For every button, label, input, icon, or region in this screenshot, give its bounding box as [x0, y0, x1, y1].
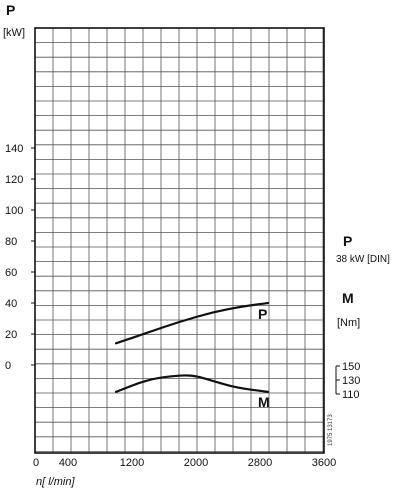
x-axis-unit: n[ l/min]: [36, 476, 75, 488]
x-tick-label: 2800: [248, 457, 272, 469]
archive-stamp: 1975 13173: [328, 414, 334, 446]
chart-labels: P [kW] n[ l/min] M [Nm] P 38 kW [DIN] P M 1975 13…: [3, 2, 390, 488]
chart-axes: 0 20 40 60 80 100 120 140 0 400 1200 2000 2800 3600 11…: [5, 27, 360, 469]
y-tick-label: 100: [5, 205, 23, 217]
series-line-P: [114, 301, 270, 345]
y-tick-label: 80: [5, 236, 17, 248]
plot-frame: [34, 27, 325, 454]
x-tick-label: 0: [33, 457, 39, 469]
power-note-value: 38 kW [DIN]: [336, 254, 390, 265]
y-tick-label: 140: [5, 143, 23, 155]
x-tick-label: 3600: [312, 457, 336, 469]
left-axis-unit: [kW]: [3, 27, 25, 39]
chart-grid: [34, 27, 324, 453]
left-axis-symbol: P: [6, 2, 15, 18]
right-tick-label: 130: [342, 375, 360, 387]
y-tick-label: 0: [5, 360, 11, 372]
right-axis-unit: [Nm]: [337, 317, 360, 329]
y-tick-label: 120: [5, 174, 23, 186]
series-line-M: [114, 374, 270, 393]
power-note-symbol: P: [343, 233, 352, 249]
x-tick-label: 2000: [184, 457, 208, 469]
y-tick-label: 40: [5, 298, 17, 310]
x-tick-label: 1200: [120, 457, 144, 469]
right-tick-label: 150: [342, 361, 360, 373]
right-axis-symbol: M: [342, 290, 354, 306]
y-tick-label: 60: [5, 267, 17, 279]
y-tick-label: 20: [5, 329, 17, 341]
x-tick-label: 400: [59, 457, 77, 469]
right-tick-label: 110: [342, 389, 360, 401]
series-label-M: M: [258, 394, 270, 410]
series-label-P: P: [258, 306, 267, 322]
chart-series: [114, 301, 270, 393]
